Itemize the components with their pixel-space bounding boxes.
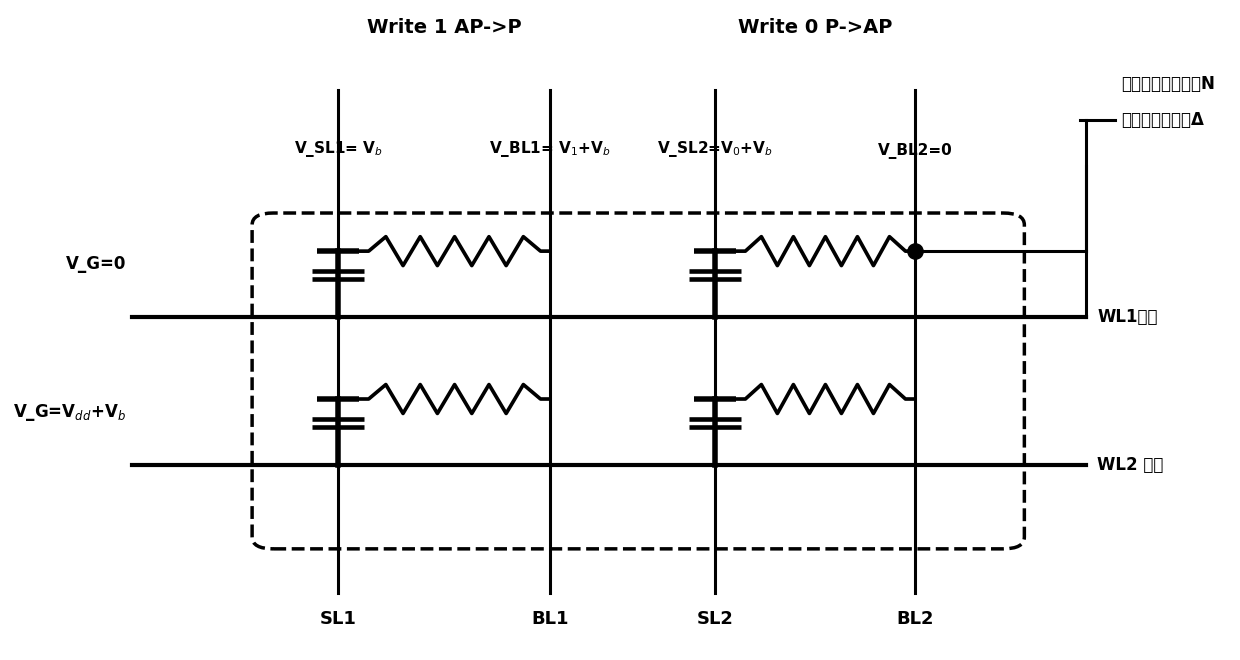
Text: V_SL1= V$_b$: V_SL1= V$_b$ (294, 139, 383, 159)
Text: WL2 接通: WL2 接通 (1097, 456, 1163, 474)
Text: BL2: BL2 (897, 610, 934, 628)
Text: Write 1 AP->P: Write 1 AP->P (367, 18, 521, 37)
Text: V_BL2=0: V_BL2=0 (878, 143, 952, 159)
Text: SL1: SL1 (320, 610, 356, 628)
Text: 存储阵列放置于深N: 存储阵列放置于深N (1121, 75, 1215, 92)
Text: WL1关断: WL1关断 (1097, 308, 1158, 326)
Text: V_BL1= V$_1$+V$_b$: V_BL1= V$_1$+V$_b$ (489, 139, 611, 159)
Text: V_SL2=V$_0$+V$_b$: V_SL2=V$_0$+V$_b$ (657, 139, 773, 159)
Text: 阱中，基极电位Δ: 阱中，基极电位Δ (1121, 111, 1204, 129)
Text: SL2: SL2 (697, 610, 733, 628)
Text: V_G=V$_{dd}$+V$_b$: V_G=V$_{dd}$+V$_b$ (14, 402, 126, 422)
Text: BL1: BL1 (531, 610, 569, 628)
Text: Write 0 P->AP: Write 0 P->AP (738, 18, 892, 37)
Text: V_G=0: V_G=0 (66, 255, 126, 273)
